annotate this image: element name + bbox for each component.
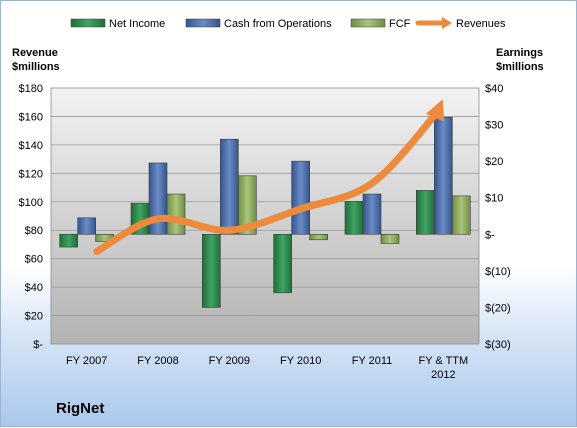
bar-net-income [59,233,78,248]
bar-cash-from-operations [220,138,239,235]
category-label: FY & TTM [418,355,468,367]
bar-net-income [416,190,435,235]
legend-label: FCF [389,18,411,30]
legend-swatch [185,18,221,28]
category-label: FY 2009 [209,355,250,367]
category-label: FY 2011 [352,355,393,367]
bar-net-income [344,201,364,235]
left-tick-label: $20 [25,311,43,323]
left-tick-label: $80 [25,225,43,237]
legend-swatch [70,18,106,28]
left-axis-ticks: $- $20 $40 $60 $80 $100 $120 $140 $160 $180 [19,83,44,351]
right-tick-label: $20 [485,156,503,168]
legend-label: Cash from Operations [224,18,332,30]
bar-fcf [166,193,186,235]
revenues-line [93,108,441,256]
bar-net-income [202,233,221,308]
legend-swatch [350,18,386,28]
left-tick-label: $160 [19,111,43,123]
right-tick-label: $(10) [485,266,511,278]
left-tick-label: $- [33,339,43,351]
legend: Net Income Cash from Operations FCF Revenue… [70,17,506,30]
right-axis-ticks: $(30) $(20) $(10) $- $10 $20 $30 $40 [485,83,511,351]
bar-cash-from-operations [291,160,310,235]
bars [59,116,471,308]
bar-cash-from-operations [362,193,382,235]
plot-area [50,87,480,345]
bar-fcf [238,175,257,235]
right-axis-title-line1: Earnings [496,47,543,59]
left-tick-label: $140 [19,140,43,152]
gridlines [51,116,479,316]
right-tick-label: $(20) [485,302,511,314]
category-labels: FY 2007 FY 2008 FY 2009 FY 2010 FY 2011 FY & … [66,355,468,381]
left-tick-label: $40 [25,282,43,294]
left-axis-title-line1: Revenue [12,47,58,59]
right-tick-label: $30 [485,120,503,132]
right-axis-title-line2: $millions [496,61,544,73]
legend-label: Net Income [109,18,165,30]
right-tick-label: $10 [485,193,503,205]
bar-net-income [273,233,292,294]
category-label: FY 2010 [280,355,321,367]
left-tick-label: $60 [25,254,43,266]
revenues-arrow-head [425,99,445,122]
left-axis-title-line2: $millions [12,61,60,73]
right-tick-label: $(30) [485,339,511,351]
legend-label: Revenues [456,18,506,30]
right-tick-label: $40 [485,83,503,95]
category-label: FY 2008 [137,355,178,367]
left-tick-label: $180 [19,83,43,95]
bar-fcf [380,233,400,244]
category-label: FY 2007 [66,355,107,367]
left-tick-label: $120 [19,168,43,180]
bar-cash-from-operations [434,116,453,235]
left-tick-label: $100 [19,197,43,209]
bar-cash-from-operations [77,217,96,235]
company-name: RigNet [56,400,104,417]
revenue-line-layer [93,99,445,256]
category-label: 2012 [431,369,455,381]
bar-fcf [452,195,471,235]
bar-fcf [309,233,328,241]
right-tick-label: $- [485,229,495,241]
legend-arrow-head [442,17,452,29]
